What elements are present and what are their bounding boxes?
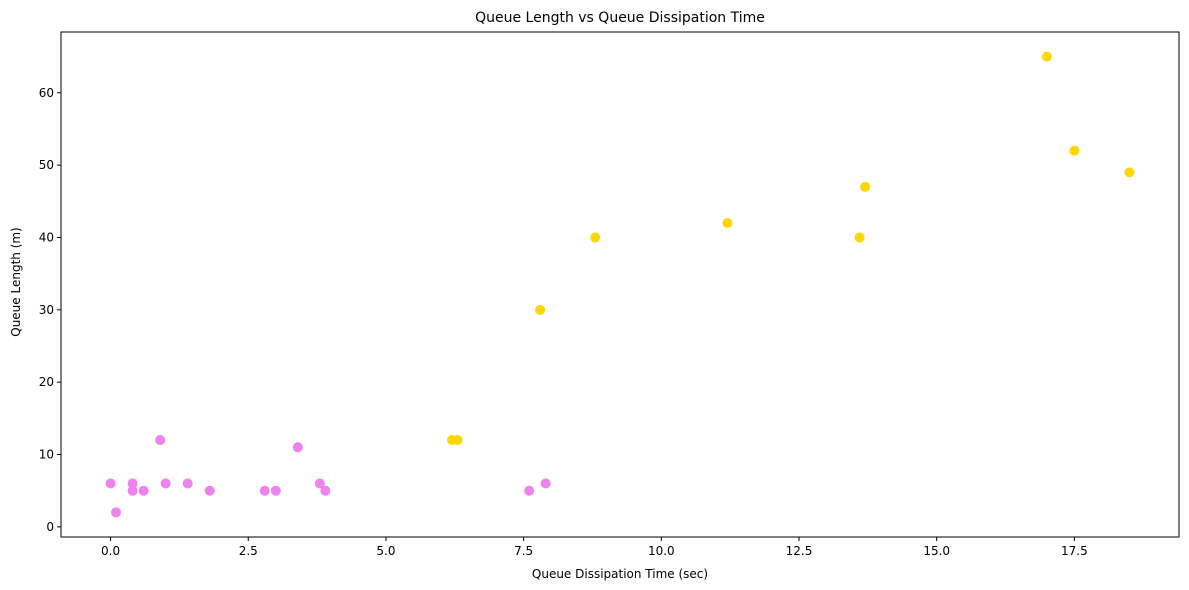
data-point	[535, 304, 546, 315]
y-tick-label: 40	[39, 230, 54, 244]
data-point	[860, 181, 871, 192]
x-tick-label: 15.0	[923, 544, 950, 558]
data-point	[590, 232, 601, 243]
data-point	[722, 218, 733, 229]
y-tick-label: 30	[39, 303, 54, 317]
data-point	[524, 485, 535, 496]
series-0	[105, 435, 551, 518]
axes-layer: 0.0 2.5 5.0 7.5 10.0 12.5 15.0 17.5 0 10 20 30 40 50 6…	[39, 31, 1180, 558]
data-point	[1041, 51, 1052, 62]
data-point	[105, 478, 116, 489]
data-point	[160, 478, 171, 489]
data-point	[452, 435, 463, 446]
y-tick-label: 50	[39, 158, 54, 172]
data-point	[111, 507, 122, 518]
y-tick-label: 60	[39, 86, 54, 100]
data-point	[1124, 167, 1135, 178]
data-point	[1069, 145, 1080, 156]
data-point	[155, 435, 166, 446]
data-point	[540, 478, 551, 489]
x-tick-label: 10.0	[648, 544, 675, 558]
x-tick-label: 5.0	[376, 544, 395, 558]
x-tick-label: 17.5	[1061, 544, 1088, 558]
data-point	[314, 478, 325, 489]
x-tick-label: 2.5	[239, 544, 258, 558]
chart-title: Queue Length vs Queue Dissipation Time	[475, 10, 765, 26]
y-axis-label: Queue Length (m)	[9, 227, 23, 337]
plot-frame	[60, 31, 1180, 538]
data-point	[204, 485, 215, 496]
data-point	[854, 232, 865, 243]
y-tick-label: 10	[39, 448, 54, 462]
x-tick-label: 0.0	[101, 544, 120, 558]
y-tick-label: 20	[39, 375, 54, 389]
data-point	[270, 485, 281, 496]
data-point	[127, 485, 138, 496]
points-layer	[105, 51, 1135, 518]
data-point	[292, 442, 303, 453]
x-axis-label: Queue Dissipation Time (sec)	[532, 567, 708, 581]
y-tick-label: 0	[46, 520, 54, 534]
data-point	[182, 478, 193, 489]
data-point	[320, 485, 331, 496]
series-1	[447, 51, 1135, 446]
x-tick-label: 12.5	[786, 544, 813, 558]
data-point	[138, 485, 149, 496]
x-tick-label: 7.5	[514, 544, 533, 558]
data-point	[127, 478, 138, 489]
data-point	[259, 485, 270, 496]
